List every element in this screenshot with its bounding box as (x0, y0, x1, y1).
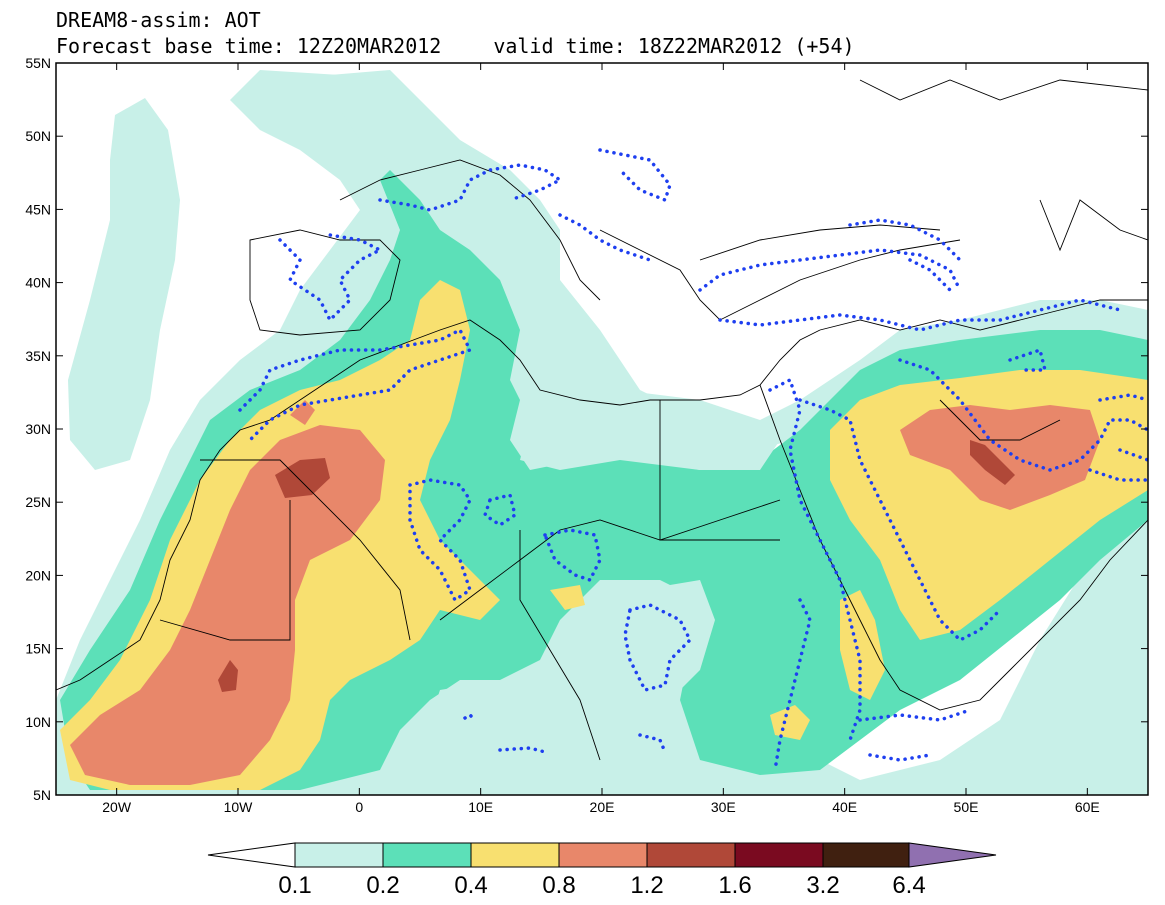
lat-label: 55N (25, 55, 51, 71)
colorbar-label: 6.4 (892, 872, 925, 899)
lon-label: 40E (832, 799, 857, 815)
base-time: Forecast base time: 12Z20MAR2012 (56, 34, 442, 58)
colorbar-bin-0-8 (558, 842, 648, 868)
lon-label: 20E (590, 799, 615, 815)
axis-ticks (56, 62, 1148, 796)
colorbar-label: 0.8 (542, 872, 575, 899)
colorbar-label: 1.6 (718, 872, 751, 899)
colorbar-low-arrow (207, 842, 296, 868)
aot-0-1-plume-atlantic (68, 98, 180, 470)
lat-label: 40N (25, 275, 51, 291)
aot-0-1-hole-sudan (430, 680, 670, 770)
colorbar: 0.1 0.2 0.4 0.8 1.2 1.6 3.2 6.4 (207, 842, 997, 899)
lat-label: 50N (25, 128, 51, 144)
aot-0-4-small-1 (550, 585, 585, 610)
lat-label: 45N (25, 201, 51, 217)
aot-0-4-small-2 (770, 705, 810, 740)
colorbar-high-arrow (908, 842, 997, 868)
aot-0-8-gulf (900, 405, 1100, 510)
aot-0-1-hole-east-sahara (510, 390, 780, 470)
colorbar-bin-3-2 (822, 842, 910, 868)
lat-label: 35N (25, 348, 51, 364)
lat-label: 15N (25, 641, 51, 657)
valid-time: valid time: 18Z22MAR2012 (+54) (493, 34, 855, 58)
lon-label: 60E (1075, 799, 1100, 815)
lat-labels: 55N 50N 45N 40N 35N 30N 25N 20N 15N 10N 5N (25, 55, 51, 803)
aot-field (56, 63, 1148, 795)
aot-0-8-region (70, 425, 385, 785)
colorbar-bin-0-2 (382, 842, 472, 868)
lon-label: 10E (468, 799, 493, 815)
lat-label: 10N (25, 714, 51, 730)
lat-label: 5N (33, 787, 51, 803)
colorbar-label: 0.4 (454, 872, 487, 899)
lon-labels: 20W 10W 0 10E 20E 30E 40E 50E 60E (102, 799, 1100, 815)
colorbar-bin-0-4 (470, 842, 560, 868)
colorbar-bin-1-2 (646, 842, 736, 868)
chart-title: DREAM8-assim: AOT (56, 8, 261, 32)
lon-label: 30E (711, 799, 736, 815)
colorbar-bin-0-1 (294, 842, 384, 868)
lon-label: 50E (954, 799, 979, 815)
colorbar-label: 1.2 (630, 872, 663, 899)
lon-label: 0 (355, 799, 363, 815)
colorbar-labels: 0.1 0.2 0.4 0.8 1.2 1.6 3.2 6.4 (278, 872, 925, 899)
lat-label: 25N (25, 494, 51, 510)
aot-1-2-iraq (970, 440, 1015, 485)
colorbar-bin-1-6 (734, 842, 824, 868)
colorbar-label: 0.2 (366, 872, 399, 899)
lat-label: 20N (25, 567, 51, 583)
chart-subtitle: Forecast base time: 12Z20MAR2012 valid ti… (56, 35, 855, 57)
lat-label: 30N (25, 421, 51, 437)
aot-contours (238, 148, 1148, 772)
aot-0-4-ethiopia (840, 590, 885, 700)
aot-0-1-hole-chad (630, 580, 715, 700)
aot-1-2-guinea (218, 660, 238, 692)
colorbar-label: 0.1 (278, 872, 311, 899)
aot-1-2-algeria-core (275, 458, 330, 498)
lon-label: 10W (224, 799, 254, 815)
colorbar-label: 3.2 (806, 872, 839, 899)
lon-label: 20W (102, 799, 132, 815)
aot-0-8-morocco (290, 400, 315, 425)
